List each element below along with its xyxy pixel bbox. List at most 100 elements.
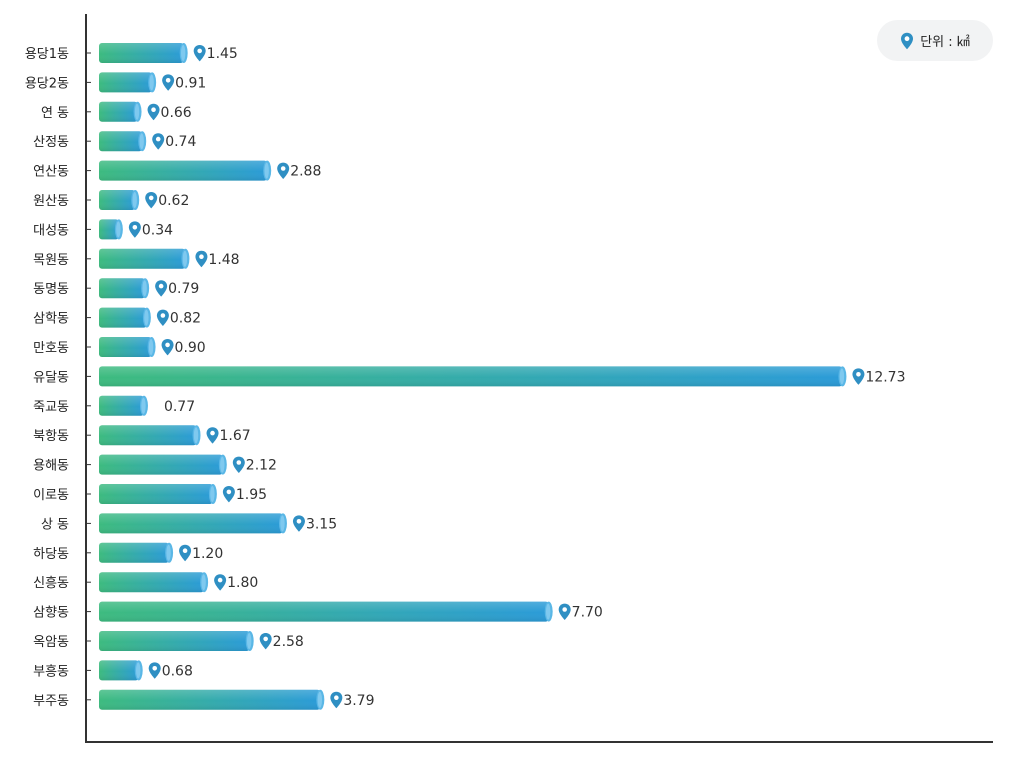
bar-end-cap-highlight	[139, 133, 144, 150]
category-label: 용당2동	[25, 76, 69, 91]
pin-shape	[162, 74, 175, 91]
pin-shape	[206, 427, 219, 444]
category-label: 옥암동	[33, 635, 69, 650]
location-pin-icon	[148, 662, 161, 679]
location-pin-icon	[179, 544, 192, 562]
bar-shade	[99, 248, 186, 269]
bar-shade	[99, 72, 153, 93]
pin-shape	[145, 192, 158, 209]
category-label: 북항동	[33, 429, 69, 444]
axes	[85, 14, 993, 743]
bar-end-cap-highlight	[132, 192, 137, 208]
bar-shade	[99, 190, 136, 210]
bar-end-cap-highlight	[210, 486, 215, 502]
bar-shade	[99, 484, 213, 504]
bar-row-14	[99, 425, 201, 446]
bar-row-18	[99, 542, 174, 563]
bar-row-1	[99, 43, 188, 63]
bar-end-cap-highlight	[246, 633, 252, 649]
category-label: 용해동	[33, 459, 69, 474]
value-label: 0.90	[175, 340, 206, 356]
pin-hole	[263, 636, 268, 642]
bar-shade	[99, 631, 250, 651]
pin-hole	[151, 107, 156, 112]
value-label: 2.12	[246, 458, 277, 474]
category-label: 부흥동	[33, 664, 69, 679]
location-pin-icon	[128, 221, 141, 238]
bar-row-20	[99, 601, 553, 622]
value-label: 2.88	[290, 164, 321, 180]
value-label: 0.66	[161, 105, 192, 121]
pin-shape	[155, 280, 168, 297]
bar-shade	[99, 219, 119, 240]
value-label: 2.58	[273, 634, 304, 650]
category-label: 삼향동	[33, 606, 69, 621]
bar-row-13	[99, 395, 148, 416]
category-label: 동명동	[33, 282, 69, 297]
bar-row-11	[99, 337, 156, 357]
value-label: 12.73	[865, 369, 905, 385]
unit-badge: 단위 : ㎢	[877, 20, 993, 61]
value-label: 1.67	[220, 428, 251, 444]
bar-shade	[99, 160, 268, 181]
location-pin-icon	[901, 32, 914, 49]
pin-hole	[152, 666, 158, 671]
bar-end-cap-highlight	[116, 221, 121, 238]
category-label: 신흥동	[33, 576, 69, 591]
location-pin-icon	[222, 486, 235, 503]
category-label: 부주동	[33, 694, 69, 709]
category-label: 연산동	[33, 165, 69, 180]
category-label: 목원동	[33, 253, 69, 268]
bar-shade	[99, 425, 197, 446]
pin-hole	[334, 695, 339, 700]
bar-shade	[99, 366, 843, 387]
bar-shade	[99, 101, 138, 122]
bar-row-5	[99, 160, 272, 181]
bar-end-cap-highlight	[144, 309, 149, 326]
category-label: 만호동	[33, 341, 69, 356]
pin-hole	[158, 283, 164, 289]
location-pin-icon	[558, 603, 571, 620]
pin-hole	[226, 489, 232, 495]
value-label: 3.79	[343, 693, 374, 709]
pin-hole	[280, 166, 286, 171]
bar-end-cap-highlight	[280, 515, 285, 532]
pin-shape	[161, 339, 174, 356]
location-pin-icon	[145, 192, 158, 209]
category-label: 연 동	[41, 106, 69, 121]
value-label: 1.48	[208, 252, 239, 268]
location-pin-icon	[147, 103, 160, 121]
bar-row-3	[99, 101, 142, 122]
bars	[99, 43, 847, 710]
category-label: 용당1동	[25, 47, 69, 62]
bar-row-23	[99, 689, 325, 710]
bar-row-21	[99, 631, 254, 651]
location-pin-icon	[195, 250, 208, 268]
location-pin-icon	[161, 339, 174, 356]
location-pin-icon	[277, 162, 290, 179]
bar-shade	[99, 307, 147, 328]
value-label: 1.20	[192, 546, 223, 562]
value-label: 0.62	[158, 193, 189, 209]
pin-hole	[856, 372, 861, 377]
category-label: 대성동	[33, 223, 69, 238]
category-label: 유달동	[33, 370, 69, 385]
value-label: 0.74	[165, 134, 196, 150]
bar-shade	[99, 513, 283, 534]
value-label: 1.95	[236, 487, 267, 503]
bar-shade	[99, 337, 152, 357]
value-label: 1.80	[227, 575, 258, 591]
bar-shade	[99, 43, 184, 63]
bar-row-12	[99, 366, 847, 387]
pin-hole	[182, 548, 188, 553]
bar-end-cap-highlight	[136, 662, 141, 679]
bar-end-cap-highlight	[180, 45, 186, 61]
pin-hole	[199, 254, 204, 259]
bar-end-cap-highlight	[148, 339, 154, 355]
category-label: 삼학동	[33, 312, 69, 327]
bar-end-cap-highlight	[134, 103, 140, 120]
value-label: 0.91	[175, 75, 206, 91]
bar-end-cap-highlight	[545, 603, 551, 620]
location-pin-icon	[206, 427, 219, 444]
